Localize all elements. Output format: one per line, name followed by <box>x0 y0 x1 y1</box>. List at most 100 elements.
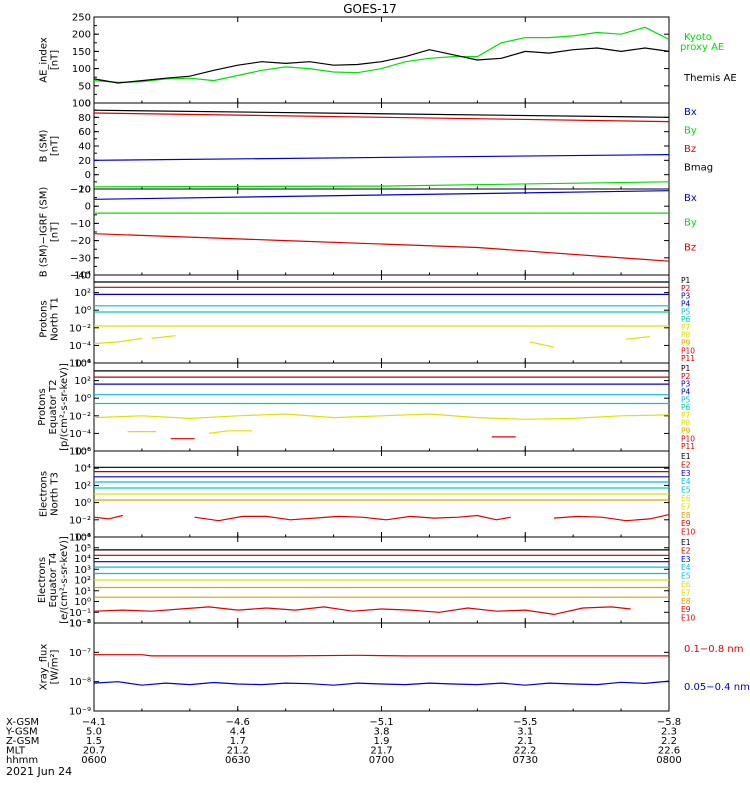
y-tick-label: 10⁴ <box>74 359 91 370</box>
y-axis-label: North T1 <box>50 297 61 341</box>
y-tick-label: 100 <box>72 64 91 75</box>
panel-frame <box>93 622 670 712</box>
x-tick-value: −5.5 <box>513 717 537 728</box>
y-axis-label: Electrons <box>39 471 50 517</box>
legend-item: E5 <box>681 572 691 581</box>
y-tick-label: 10⁴ <box>74 271 91 282</box>
y-tick-label: 10² <box>74 376 91 387</box>
legend-item: E1 <box>681 452 691 461</box>
legend-item: P6 <box>681 403 691 412</box>
legend-item: E10 <box>681 528 696 537</box>
x-tick-value: 2.1 <box>517 736 533 747</box>
x-row-label: Z-GSM <box>6 736 39 747</box>
y-tick-label: 200 <box>72 30 91 41</box>
legend-item: 0.05−0.4 nm <box>684 682 750 693</box>
legend-item: P8 <box>681 331 691 340</box>
y-tick-label: 10⁶ <box>74 533 91 544</box>
y-tick-label: 0 <box>85 170 91 181</box>
x-tick-value: 22.6 <box>658 746 680 757</box>
series-line-kyoto-proxy-ae <box>93 26 670 84</box>
series-line-by <box>93 181 670 188</box>
legend-item: E6 <box>681 580 691 589</box>
x-tick-value: 2.2 <box>661 736 677 747</box>
legend-item: By <box>684 126 697 137</box>
legend-item: Bx <box>684 107 697 118</box>
legend-item: P4 <box>681 299 691 308</box>
legend-item: P1 <box>681 276 691 285</box>
legend-item: E8 <box>681 597 691 606</box>
legend-item: 0.1−0.8 nm <box>684 644 743 655</box>
series-line-p8b <box>151 335 176 339</box>
y-tick-label: 10⁶ <box>74 447 91 458</box>
x-row-label: Y-GSM <box>5 727 38 738</box>
y-tick-label: 10⁻⁸ <box>69 677 91 688</box>
series-line-p8 <box>93 337 142 345</box>
legend-item: P9 <box>681 427 691 436</box>
legend-proxy-ae: proxy AE <box>680 42 724 53</box>
x-tick-value: 0800 <box>656 755 681 766</box>
legend-item: P2 <box>681 284 691 293</box>
y-tick-label: 40 <box>78 142 91 153</box>
legend-item: P5 <box>681 395 691 404</box>
legend-item: P5 <box>681 307 691 316</box>
y-axis-label: North T3 <box>50 472 61 516</box>
series-line-p8d <box>625 336 650 340</box>
legend-item: Bx <box>684 193 697 204</box>
y-tick-label: 10² <box>74 576 91 587</box>
legend-item: P1 <box>681 364 691 373</box>
legend-kyoto: Kyoto <box>684 32 712 43</box>
legend-item: E2 <box>681 460 691 469</box>
y-tick-label: 10⁴ <box>74 464 91 475</box>
x-tick-value: 5.0 <box>86 727 102 738</box>
y-axis-label: [p/(cm²-s-sr-keV)] <box>59 363 70 451</box>
series-line-e9c <box>553 514 670 522</box>
x-tick-value: 1.5 <box>86 736 102 747</box>
legend-item: P9 <box>681 339 691 348</box>
legend-item: E8 <box>681 511 691 520</box>
y-tick-label: 0 <box>85 99 91 110</box>
x-tick-value: 20.7 <box>83 746 105 757</box>
y-axis-label: [nT] <box>50 222 61 242</box>
y-tick-label: 10⁰ <box>74 498 91 509</box>
legend-item: P7 <box>681 323 691 332</box>
legend-item: E3 <box>681 469 691 478</box>
legend-item: E2 <box>681 546 691 555</box>
y-tick-label: 10⁻⁹ <box>69 707 91 718</box>
series-line-p6 <box>93 413 670 420</box>
series-line-themis-ae <box>93 47 670 84</box>
panel-frame <box>93 362 670 452</box>
x-tick-value: 3.1 <box>517 727 533 738</box>
y-tick-label: 10⁵ <box>74 543 91 554</box>
legend-item: Bmag <box>684 163 713 174</box>
y-tick-label: 10⁻⁶ <box>69 447 91 458</box>
y-tick-label: 10⁰ <box>74 306 91 317</box>
x-row-label: X-GSM <box>6 717 39 728</box>
x-tick-value: 3.8 <box>374 727 390 738</box>
x-tick-value: 0630 <box>225 755 250 766</box>
y-tick-label: 10⁻⁴ <box>69 533 91 544</box>
legend-item: P3 <box>681 380 691 389</box>
y-tick-label: 10³ <box>74 565 91 576</box>
series-line-bmag <box>93 109 670 118</box>
legend-item: E4 <box>681 477 691 486</box>
y-axis-label: B (SM)−IGRF (SM) <box>39 187 50 278</box>
y-tick-label: 10⁰ <box>74 597 91 608</box>
y-axis-label: Electrons <box>37 557 48 603</box>
legend-item: E5 <box>681 486 691 495</box>
series-line-bz <box>93 112 670 123</box>
legend-item: P10 <box>681 346 695 355</box>
y-axis-label: [W/m²] <box>50 649 61 684</box>
y-tick-label: 10⁻⁴ <box>69 429 91 440</box>
y-tick-label: 10¹ <box>74 586 91 597</box>
y-tick-label: 250 <box>72 13 91 24</box>
x-tick-value: −4.1 <box>82 717 106 728</box>
legend-item: P8 <box>681 419 691 428</box>
legend-item: P3 <box>681 292 691 301</box>
x-tick-value: 22.2 <box>514 746 536 757</box>
legend-item: P2 <box>681 372 691 381</box>
panel-frame <box>93 188 670 276</box>
legend-item: E9 <box>681 519 691 528</box>
y-tick-label: 50 <box>78 81 91 92</box>
x-row-label: hhmm <box>6 755 38 766</box>
